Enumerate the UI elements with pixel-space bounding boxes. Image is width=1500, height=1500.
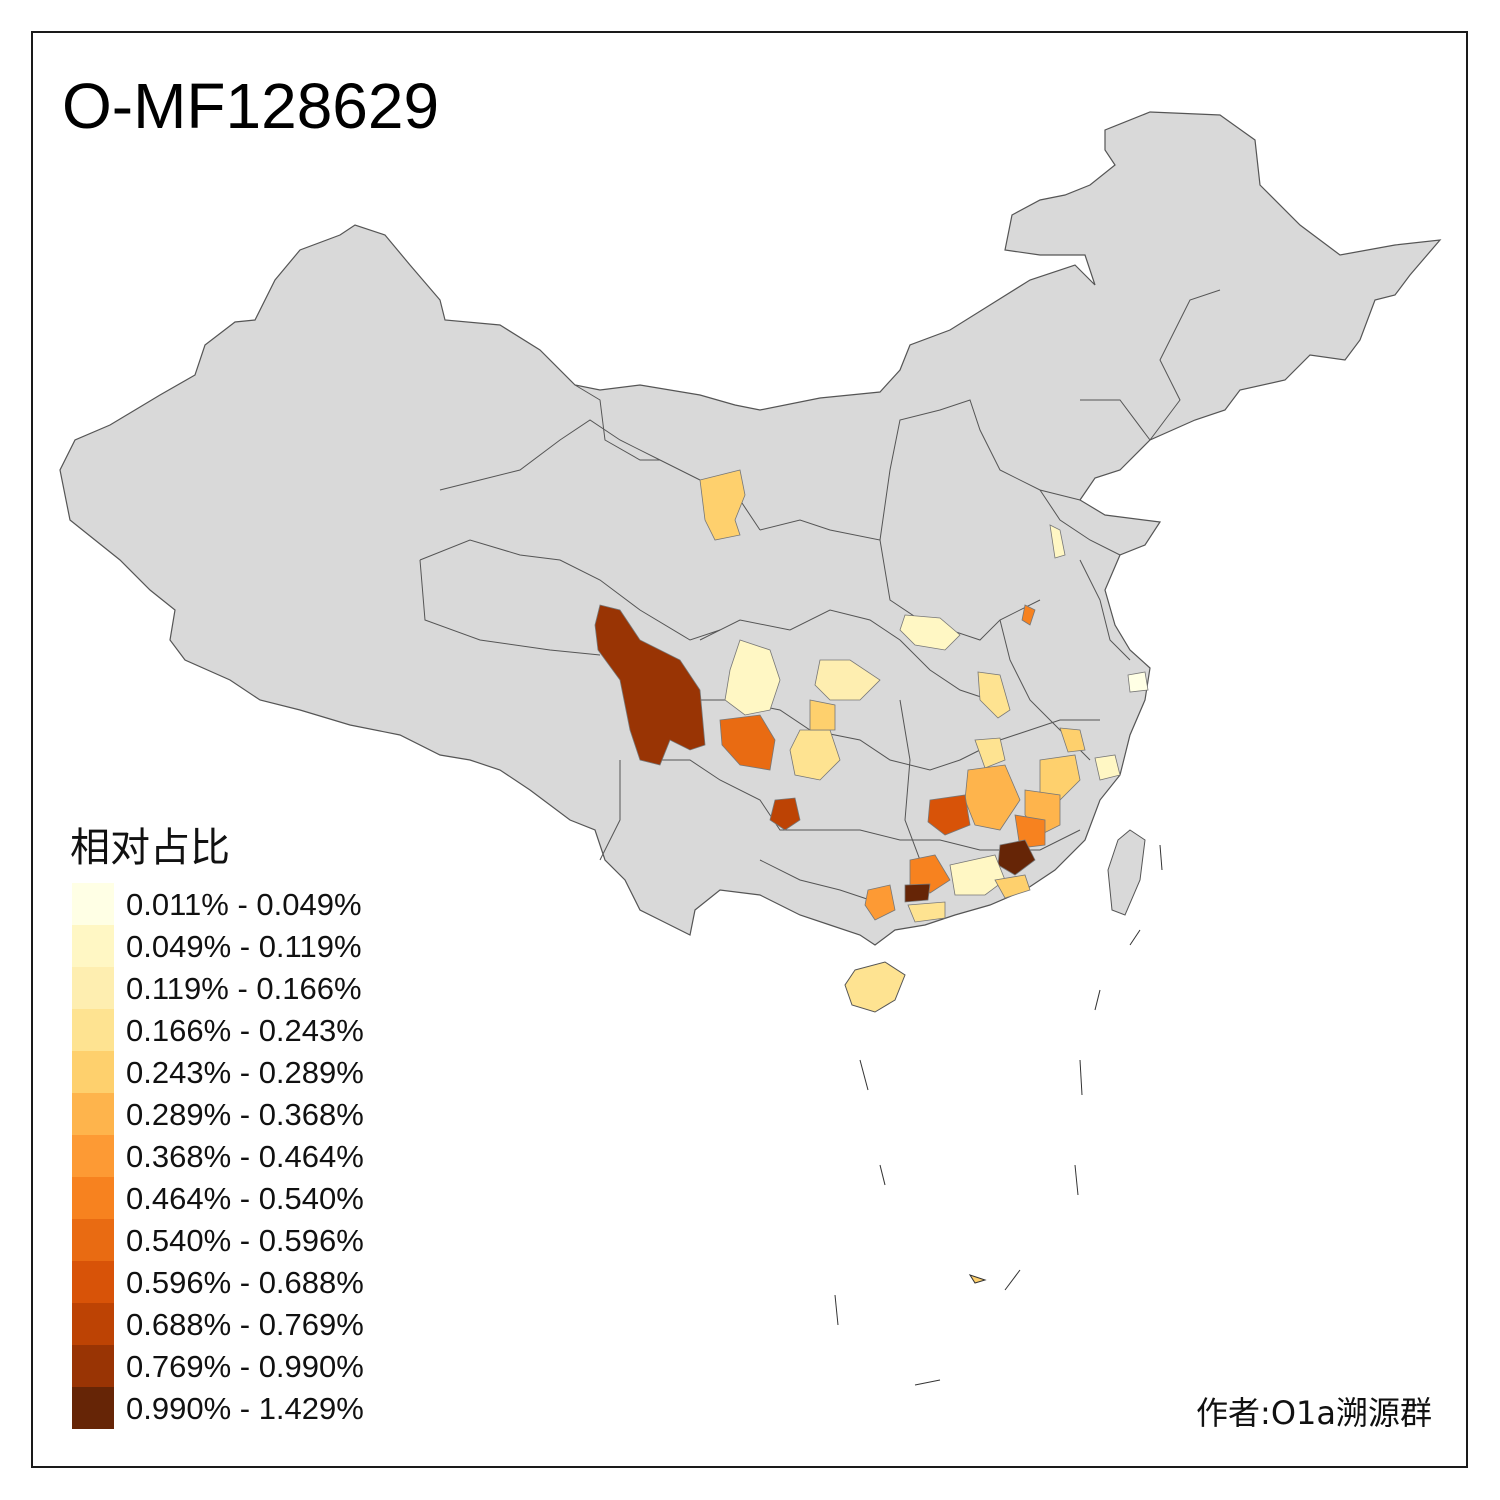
region-guangxi-2 (904, 883, 931, 903)
legend-label: 0.049% - 0.119% (126, 929, 362, 964)
legend-swatch (72, 1303, 114, 1345)
legend-label: 0.990% - 1.429% (126, 1391, 364, 1426)
region-zhejiang (1059, 727, 1086, 753)
south-sea-islands (834, 844, 1163, 1386)
legend-swatch (72, 1387, 114, 1429)
region-guangdong-3 (994, 874, 1031, 899)
region-guangdong-2 (949, 854, 1006, 896)
legend-swatch (72, 1135, 114, 1177)
mainland-china (59, 111, 1442, 946)
legend-item: 0.049% - 0.119% (72, 925, 402, 967)
legend-label: 0.688% - 0.769% (126, 1307, 364, 1342)
legend-item: 0.769% - 0.990% (72, 1345, 402, 1387)
region-chongqing (814, 659, 881, 701)
legend-item: 0.166% - 0.243% (72, 1009, 402, 1051)
legend-swatch (72, 883, 114, 925)
region-guangxi-3 (864, 884, 896, 921)
legend-swatch (72, 1261, 114, 1303)
legend-item: 0.596% - 0.688% (72, 1261, 402, 1303)
hainan (844, 961, 906, 1013)
region-hubei (977, 671, 1011, 719)
legend-label: 0.540% - 0.596% (126, 1223, 364, 1258)
region-guizhou (769, 797, 801, 831)
taiwan (1107, 829, 1146, 916)
legend-label: 0.011% - 0.049% (126, 887, 362, 922)
region-jiangxi-3 (1014, 814, 1046, 849)
region-tibet-east (594, 604, 706, 766)
legend-swatch (72, 1009, 114, 1051)
legend-title: 相对占比 (70, 825, 230, 871)
region-guangdong-1 (997, 839, 1036, 876)
region-henan-1 (899, 614, 961, 651)
author-credit: 作者:O1a溯源群 (1196, 1394, 1432, 1432)
legend-item: 0.464% - 0.540% (72, 1177, 402, 1219)
region-sichuan-4 (809, 699, 836, 731)
legend-label: 0.596% - 0.688% (126, 1265, 364, 1300)
legend-label: 0.166% - 0.243% (126, 1013, 364, 1048)
region-guangdong-4 (907, 901, 946, 923)
region-shandong (1049, 524, 1066, 559)
region-anhui (1021, 604, 1036, 626)
legend-item: 0.289% - 0.368% (72, 1093, 402, 1135)
legend-item: 0.688% - 0.769% (72, 1303, 402, 1345)
legend-item: 0.243% - 0.289% (72, 1051, 402, 1093)
map-frame (31, 31, 1468, 1468)
region-gansu-north (699, 469, 746, 541)
legend-swatch (72, 925, 114, 967)
region-fujian (1094, 754, 1121, 781)
legend-swatch (72, 967, 114, 1009)
legend-swatch (72, 1093, 114, 1135)
region-sichuan-1 (724, 639, 781, 716)
region-hunan-1 (974, 737, 1006, 769)
legend-swatch (72, 1345, 114, 1387)
legend-item: 0.119% - 0.166% (72, 967, 402, 1009)
region-hunan-3 (927, 794, 971, 836)
legend-item: 0.368% - 0.464% (72, 1135, 402, 1177)
region-jiangxi-1 (1039, 754, 1081, 801)
region-guangxi-1 (909, 854, 951, 894)
legend-swatch (72, 1219, 114, 1261)
data-regions (594, 469, 1149, 923)
legend-label: 0.769% - 0.990% (126, 1349, 364, 1384)
legend-item: 0.011% - 0.049% (72, 883, 402, 925)
region-sichuan-2 (719, 714, 776, 771)
region-jiangsu (1127, 671, 1149, 693)
legend-label: 0.289% - 0.368% (126, 1097, 364, 1132)
legend: 0.011% - 0.049% 0.049% - 0.119% 0.119% -… (72, 883, 402, 1429)
legend-item: 0.540% - 0.596% (72, 1219, 402, 1261)
legend-swatch (72, 1051, 114, 1093)
legend-item: 0.990% - 1.429% (72, 1387, 402, 1429)
legend-label: 0.243% - 0.289% (126, 1055, 364, 1090)
map-title: O-MF128629 (62, 70, 440, 142)
legend-label: 0.119% - 0.166% (126, 971, 362, 1006)
legend-label: 0.464% - 0.540% (126, 1181, 364, 1216)
legend-label: 0.368% - 0.464% (126, 1139, 364, 1174)
legend-swatch (72, 1177, 114, 1219)
